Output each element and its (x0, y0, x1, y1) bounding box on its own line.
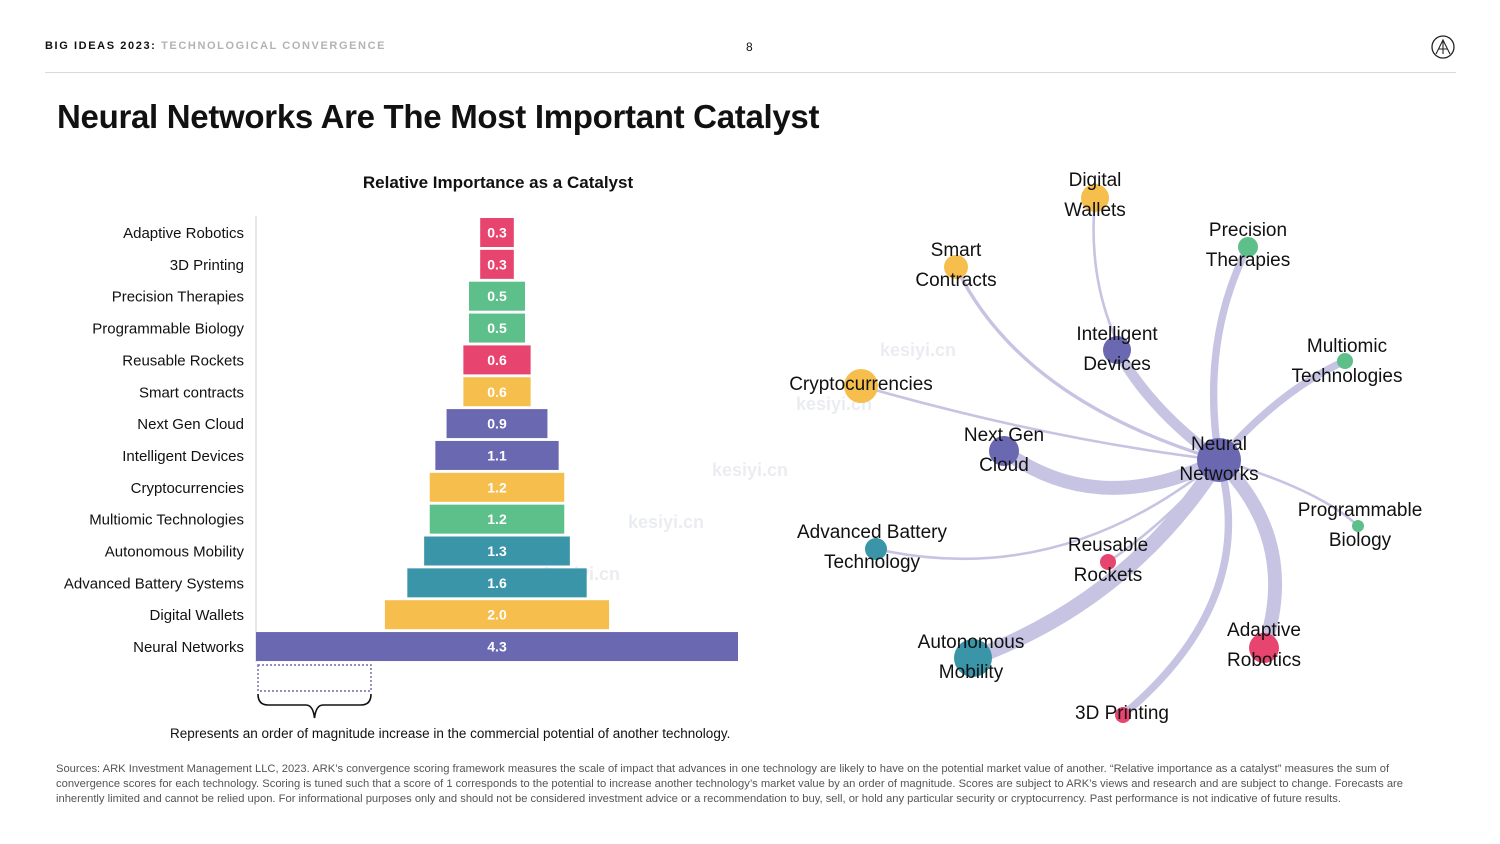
header-subtitle: TECHNOLOGICAL CONVERGENCE (161, 40, 387, 52)
page-number: 8 (746, 40, 753, 54)
bar-value-label: 0.6 (487, 384, 507, 400)
network-diagram: Neural Networks Digital Wallets Precision The… (789, 170, 1423, 724)
network-node (865, 538, 887, 560)
bar (480, 249, 514, 279)
network-node-label: Next Gen Cloud (964, 425, 1044, 476)
category-label: Smart contracts (139, 384, 244, 401)
chart-title: Relative Importance as a Catalyst (362, 173, 634, 192)
bar-value-label: 1.1 (487, 447, 507, 463)
bar (468, 313, 526, 343)
category-label: Autonomous Mobility (105, 544, 245, 561)
category-label: Next Gen Cloud (137, 416, 244, 433)
network-edge (1212, 453, 1282, 655)
network-node (1238, 237, 1258, 257)
category-label: Cryptocurrencies (131, 480, 244, 497)
bar-value-label: 1.2 (487, 511, 507, 527)
network-edge (954, 265, 1221, 462)
network-node (1249, 633, 1279, 663)
network-node (844, 369, 878, 403)
scale-indicator (257, 664, 372, 719)
bar (407, 568, 587, 598)
network-node (1115, 707, 1131, 723)
bar-value-label: 0.3 (487, 256, 507, 272)
category-label: Intelligent Devices (122, 448, 244, 465)
bar (384, 600, 610, 630)
category-label: Neural Networks (133, 639, 244, 656)
bar (468, 281, 526, 311)
bar-value-label: 4.3 (487, 639, 507, 655)
bar-value-label: 0.9 (487, 416, 507, 432)
ark-logo-icon (1431, 35, 1455, 59)
network-node-label: Digital Wallets (1064, 170, 1126, 221)
header-brand: BIG IDEAS 2023 (45, 40, 152, 52)
header-separator: : (151, 40, 157, 52)
scale-caption: Represents an order of magnitude increas… (170, 726, 731, 741)
network-node-label: Multiomic Technologies (1292, 336, 1403, 387)
network-node (1100, 554, 1116, 570)
network-node (1352, 520, 1364, 532)
network-node-label: Advanced Battery Technology (797, 522, 947, 573)
bar (463, 377, 531, 407)
bar-value-label: 0.5 (487, 288, 507, 304)
bar (446, 409, 548, 439)
category-label: Programmable Biology (92, 321, 244, 338)
bar (435, 440, 559, 470)
network-node (1103, 336, 1131, 364)
scale-bar (257, 664, 372, 692)
watermark-text: kesiyi.cn (880, 340, 957, 360)
bar (429, 472, 565, 502)
network-node (954, 639, 992, 677)
bar-value-label: 1.2 (487, 479, 507, 495)
scale-brace (257, 693, 372, 719)
category-label: Digital Wallets (150, 607, 244, 624)
bar (429, 504, 565, 534)
network-node-label: Autonomous Mobility (918, 632, 1025, 683)
network-node-label: Smart Contracts (915, 240, 996, 291)
header-title: BIG IDEAS 2023: TECHNOLOGICAL CONVERGENC… (45, 40, 386, 52)
category-label: Advanced Battery Systems (64, 575, 244, 592)
category-label: 3D Printing (170, 257, 244, 274)
header-divider (45, 72, 1456, 73)
category-label: Multiomic Technologies (89, 512, 244, 529)
category-label: Precision Therapies (112, 289, 244, 306)
bar-value-label: 1.3 (487, 543, 507, 559)
network-node-label: 3D Printing (1075, 703, 1169, 724)
network-node-label: Cryptocurrencies (789, 374, 933, 395)
category-label: Reusable Rockets (122, 352, 244, 369)
bar (256, 632, 738, 662)
network-edge (874, 458, 1221, 561)
bar-value-label: 0.5 (487, 320, 507, 336)
network-node (944, 255, 968, 279)
network-edge (997, 444, 1226, 495)
network-node-label: Neural Networks (1179, 434, 1258, 485)
network-node (1081, 184, 1109, 212)
bar (463, 345, 531, 375)
network-edge (965, 452, 1227, 666)
bar-chart: 0.3 Adaptive Robotics 0.3 3D Printing 0.5 Pre… (64, 216, 738, 662)
sources-footnote: Sources: ARK Investment Management LLC, … (56, 763, 1403, 805)
bar (424, 536, 570, 566)
bar-value-label: 0.3 (487, 225, 507, 241)
bar (480, 218, 514, 247)
network-node-label: Adaptive Robotics (1227, 620, 1301, 671)
bar-value-label: 0.6 (487, 352, 507, 368)
bar-value-label: 1.6 (487, 575, 507, 591)
network-edge (1209, 243, 1252, 464)
network-edge (859, 384, 1221, 462)
network-node-label: Precision Therapies (1206, 220, 1291, 271)
network-node (1197, 438, 1241, 482)
category-label: Adaptive Robotics (123, 225, 244, 242)
network-edge (1119, 456, 1233, 719)
network-node-label: Reusable Rockets (1068, 535, 1148, 586)
network-edge (1217, 458, 1360, 528)
network-node (1337, 353, 1353, 369)
network-node-label: Programmable Biology (1298, 500, 1423, 551)
page-title: Neural Networks Are The Most Important C… (57, 98, 820, 135)
bar-value-label: 2.0 (487, 607, 507, 623)
network-node (989, 436, 1019, 466)
network-node-label: Intelligent Devices (1076, 324, 1158, 375)
watermark-text: kesiyi.cn (628, 512, 705, 532)
watermark-text: kesiyi.cn (712, 460, 789, 480)
